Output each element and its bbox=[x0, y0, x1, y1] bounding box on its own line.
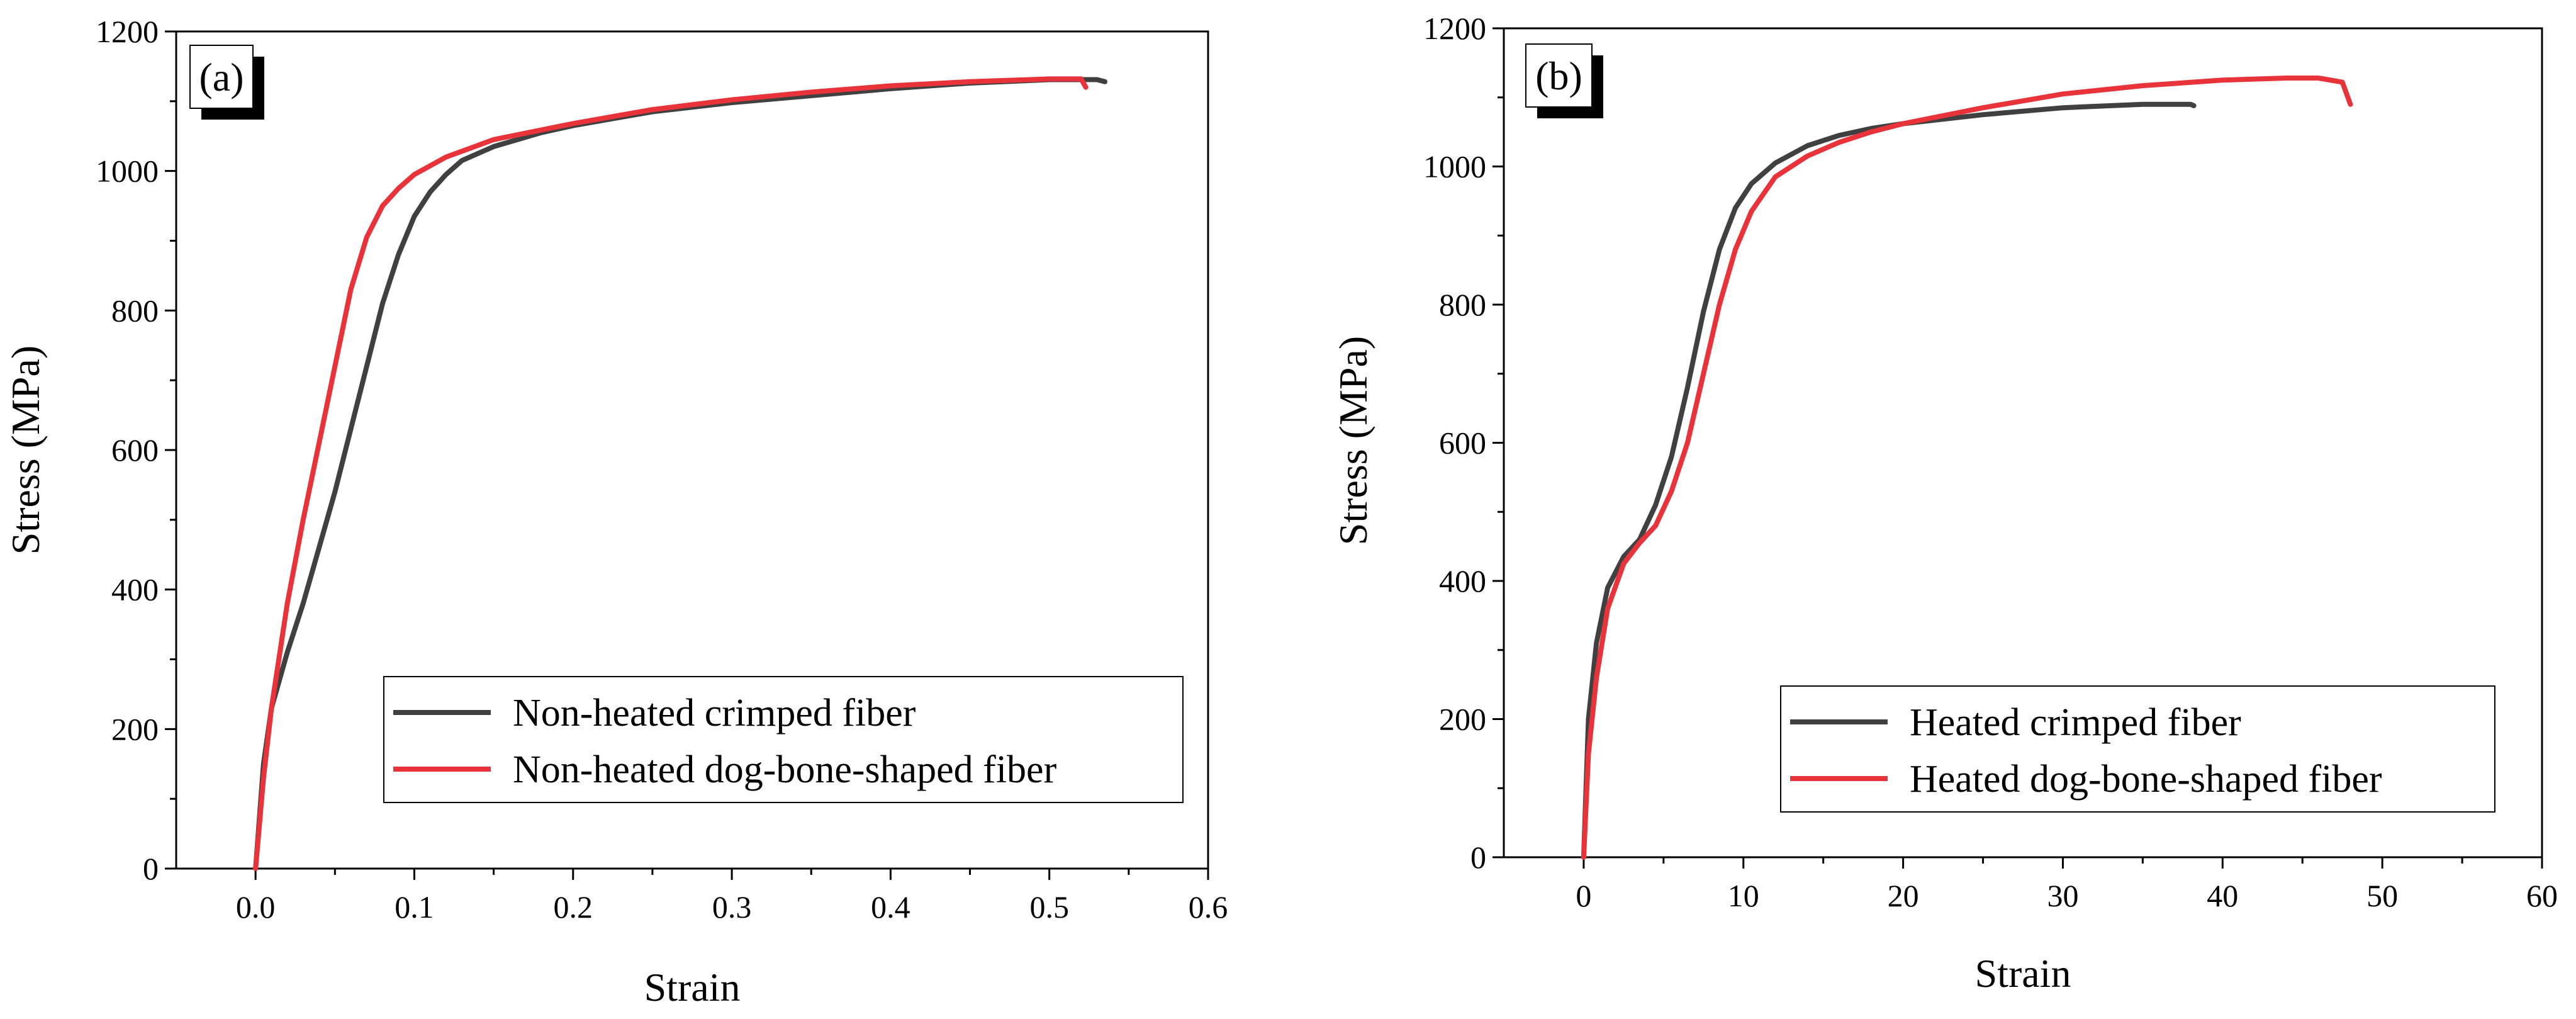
y-tick-label: 0 bbox=[1470, 840, 1486, 875]
series-line-crimped bbox=[1581, 101, 2197, 860]
series-line-dog-bone bbox=[253, 76, 1089, 871]
y-tick-label: 0 bbox=[143, 851, 159, 886]
panel-b: 0 10 20 30 40 50 60020040060080010001200Strain… bbox=[1331, 11, 2558, 996]
y-tick-label: 600 bbox=[111, 432, 159, 468]
x-tick-label: 40 bbox=[2207, 878, 2238, 913]
x-tick-label: 0.0 bbox=[236, 889, 276, 925]
x-tick-label: 60 bbox=[2526, 878, 2558, 913]
y-tick-label: 1200 bbox=[1423, 11, 1486, 46]
x-tick-label: 0 bbox=[1576, 878, 1591, 913]
panel-tag-box bbox=[189, 45, 254, 109]
x-tick-label: 30 bbox=[2047, 878, 2078, 913]
y-tick-label: 600 bbox=[1439, 425, 1486, 461]
x-tick-label: 0.2 bbox=[554, 889, 593, 925]
x-tick-label: 0.6 bbox=[1189, 889, 1228, 925]
x-tick-label: 0.1 bbox=[395, 889, 434, 925]
legend-label: Non-heated dog-bone-shaped fiber bbox=[513, 748, 1057, 791]
y-tick-label: 200 bbox=[1439, 702, 1486, 737]
panel-label: (a) bbox=[199, 55, 244, 99]
x-tick-label: 0.5 bbox=[1029, 889, 1069, 925]
y-axis-title: Stress (MPa) bbox=[3, 346, 48, 555]
y-tick-label: 1200 bbox=[96, 14, 159, 49]
y-tick-label: 1000 bbox=[96, 154, 159, 189]
y-axis-title: Stress (MPa) bbox=[1331, 336, 1375, 545]
series-line-crimped bbox=[253, 77, 1107, 871]
x-tick-label: 20 bbox=[1888, 878, 1919, 913]
legend-box bbox=[383, 676, 1184, 803]
legend-label: Non-heated crimped fiber bbox=[513, 692, 916, 735]
legend-box bbox=[1780, 685, 2495, 813]
y-tick-label: 200 bbox=[111, 711, 159, 746]
legend-label: Heated crimped fiber bbox=[1910, 701, 2241, 744]
y-tick-label: 800 bbox=[1439, 287, 1486, 322]
panel-label: (b) bbox=[1535, 53, 1582, 98]
y-tick-label: 400 bbox=[1439, 563, 1486, 599]
x-axis-title: Strain bbox=[644, 965, 741, 1010]
y-tick-label: 800 bbox=[111, 293, 159, 328]
series-line-dog-bone bbox=[1581, 76, 2353, 860]
y-tick-label: 400 bbox=[111, 572, 159, 607]
legend-label: Heated dog-bone-shaped fiber bbox=[1910, 758, 2382, 801]
x-tick-label: 10 bbox=[1728, 878, 1759, 913]
y-tick-label: 1000 bbox=[1423, 149, 1486, 184]
panel-a: 0.0 0.1 0.2 0.3 0.4 0.5 0.6 0 200 400 600 800 1000 12… bbox=[3, 14, 1228, 1010]
x-tick-label: 0.4 bbox=[871, 889, 910, 925]
x-tick-label: 0.3 bbox=[712, 889, 752, 925]
x-tick-label: 50 bbox=[2366, 878, 2398, 913]
panel-tag-box bbox=[1525, 43, 1593, 108]
x-axis-title: Strain bbox=[1975, 951, 2071, 996]
